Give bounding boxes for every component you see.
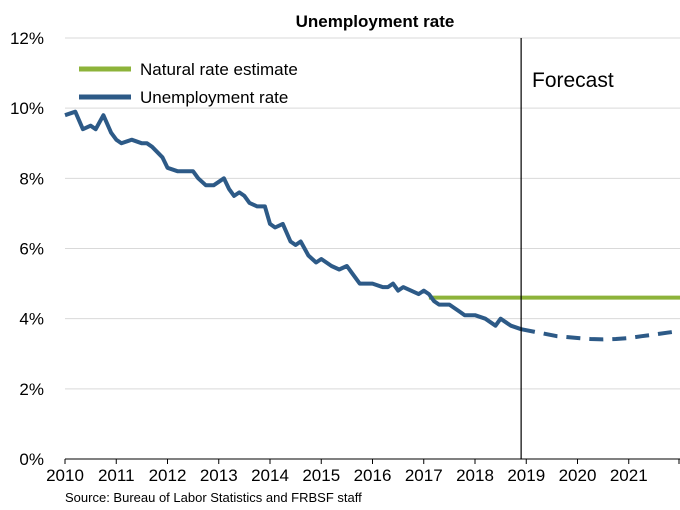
series-forecast-dashed: [520, 327, 680, 342]
axes: 0% 2% 4% 6% 8% 10% 12% 2010 2011 2012 2013 2014 2015…: [10, 29, 680, 485]
y-tick-label: 8%: [19, 169, 44, 188]
x-tick-label: 2010: [46, 466, 84, 485]
x-tick-label: 2014: [251, 466, 289, 485]
x-tick-label: 2013: [200, 466, 238, 485]
y-tick-label: 6%: [19, 240, 44, 259]
y-tick-label: 4%: [19, 310, 44, 329]
series-unemployment-rate: [64, 109, 522, 332]
legend-label: Natural rate estimate: [140, 60, 298, 79]
x-tick-label: 2021: [610, 466, 648, 485]
y-tick-label: 12%: [10, 29, 44, 48]
y-tick-label: 2%: [19, 380, 44, 399]
x-tick-label: 2020: [559, 466, 597, 485]
forecast-annotation: Forecast: [532, 69, 614, 92]
chart-title: Unemployment rate: [296, 12, 455, 31]
x-tick-label: 2018: [456, 466, 494, 485]
legend-label: Unemployment rate: [140, 88, 288, 107]
x-tick-label: 2016: [354, 466, 392, 485]
x-tick-label: 2012: [149, 466, 187, 485]
y-tick-label: 0%: [19, 450, 44, 469]
gridlines: [65, 37, 680, 390]
y-tick-label: 10%: [10, 99, 44, 118]
x-tick-label: 2011: [98, 466, 135, 485]
legend: Natural rate estimate Unemployment rate: [79, 60, 298, 107]
x-tick-label: 2015: [302, 466, 340, 485]
source-note: Source: Bureau of Labor Statistics and F…: [65, 490, 362, 505]
x-tick-label: 2017: [405, 466, 443, 485]
x-tick-label: 2019: [507, 466, 545, 485]
series-lines: [64, 109, 680, 342]
